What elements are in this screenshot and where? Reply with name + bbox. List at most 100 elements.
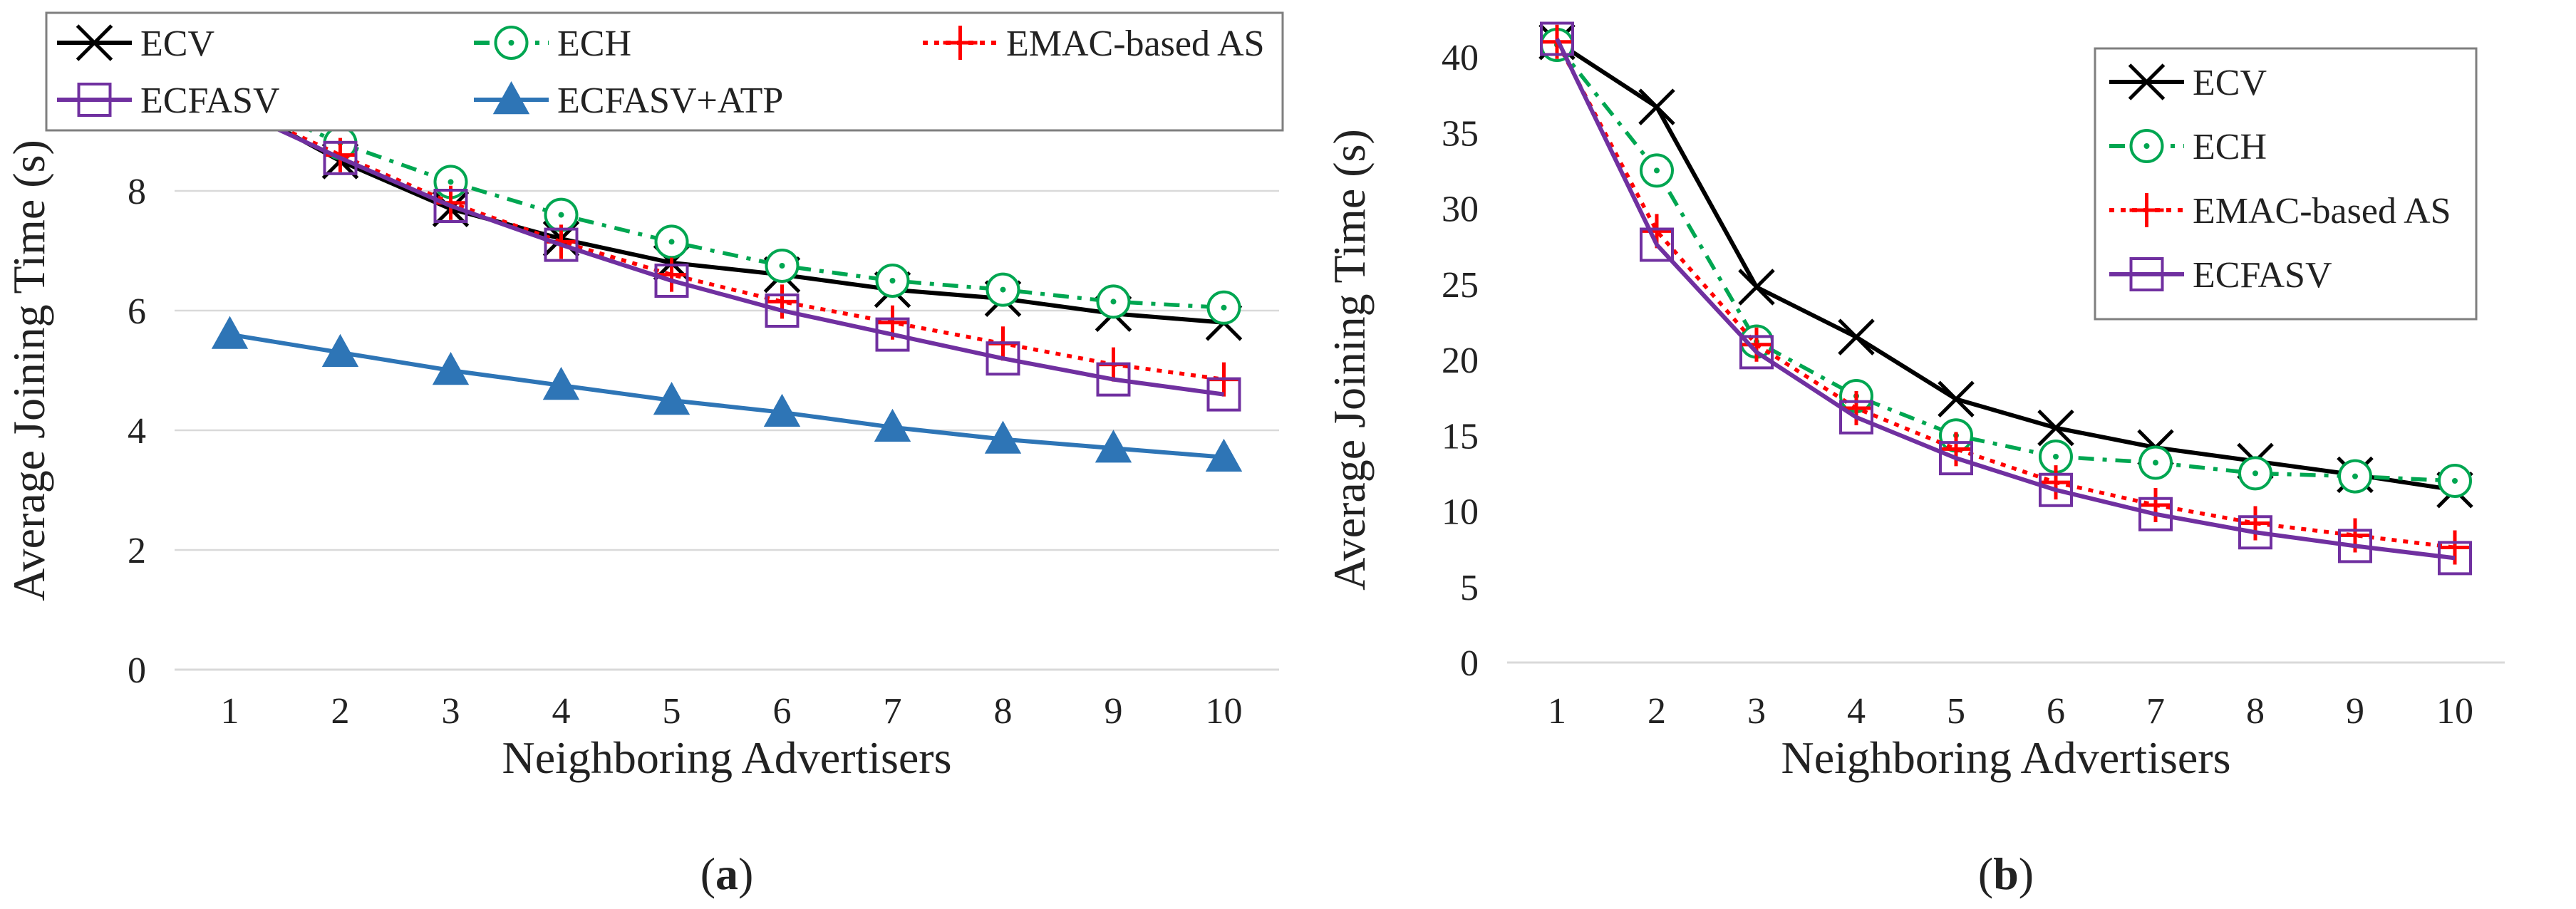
data-point <box>874 408 911 442</box>
legend-label: ECV <box>2193 63 2267 103</box>
x-tick-label: 7 <box>884 691 902 732</box>
legend-marker <box>2129 257 2164 291</box>
data-point-dot <box>2153 459 2158 466</box>
chart-panel-a: 024681012345678910Neighboring Advertiser… <box>4 11 1284 899</box>
data-point-dot <box>889 278 896 284</box>
panel-label-close: ) <box>2019 848 2034 899</box>
data-point <box>986 341 1020 376</box>
data-point <box>654 257 689 292</box>
data-point <box>1638 88 1675 125</box>
data-point <box>2238 506 2272 541</box>
legend-item: ECH <box>474 24 631 64</box>
data-point <box>1095 430 1132 463</box>
data-point <box>984 420 1022 454</box>
series-line <box>1555 38 2456 561</box>
y-tick-label: 15 <box>1442 416 1479 457</box>
data-point <box>765 294 800 328</box>
data-point <box>1096 362 1131 397</box>
legend-item: ECV <box>2109 63 2267 103</box>
x-tick-label: 8 <box>2246 691 2265 732</box>
series-emac-based-as <box>212 87 1241 397</box>
x-tick-label: 1 <box>1548 691 1566 732</box>
legend-marker <box>492 80 530 115</box>
x-tick-label: 5 <box>663 691 681 732</box>
x-tick-label: 3 <box>1747 691 1766 732</box>
data-point <box>2238 515 2272 550</box>
legend-marker <box>76 24 113 61</box>
y-tick-label: 4 <box>128 411 146 452</box>
data-point <box>323 140 358 175</box>
data-point <box>2138 488 2173 522</box>
y-tick-label: 0 <box>1460 643 1479 684</box>
data-point <box>1939 432 1973 467</box>
x-tick-label: 10 <box>1206 691 1243 732</box>
panel-label-open: ( <box>1978 848 1993 899</box>
legend-marker <box>2129 193 2164 227</box>
data-point <box>1640 227 1674 262</box>
data-point <box>432 351 470 385</box>
data-point <box>653 381 690 415</box>
legend: ECV ECH EMAC-based AS ECFASV ECFASV+ATP <box>45 11 1284 132</box>
data-point <box>1205 438 1243 472</box>
data-point <box>763 393 801 427</box>
legend-item: ECV <box>57 24 214 64</box>
data-point-dot <box>2352 473 2358 479</box>
y-axis-title: Average Joining Time (s) <box>1324 129 1375 591</box>
data-point <box>1206 377 1241 412</box>
data-point-dot <box>2053 454 2059 459</box>
legend-label: ECH <box>2193 127 2267 167</box>
legend: ECV ECH EMAC-based AS ECFASV <box>2094 47 2478 321</box>
series-line <box>229 105 1224 397</box>
legend-item: ECFASV <box>57 80 280 121</box>
x-tick-label: 6 <box>2047 691 2065 732</box>
legend-label: ECV <box>140 24 214 64</box>
series-line <box>1556 40 2456 492</box>
series-line <box>229 102 1224 382</box>
data-point <box>2039 472 2073 507</box>
series-line <box>229 93 1224 310</box>
data-point-dot <box>1110 298 1117 305</box>
panel-label-close: ) <box>738 848 753 899</box>
chart-panel-b: 0 5 10 15 20 25 30 35 40 1 2 3 4 5 6 7 8 9 10 Neighboring A… <box>1324 21 2505 899</box>
data-point <box>1739 327 1774 362</box>
series-ecfasv-atp <box>211 316 1243 472</box>
data-point <box>2438 530 2472 565</box>
series-line <box>1555 41 2456 550</box>
panel-label: (b) <box>1978 848 2034 899</box>
legend-label: ECFASV+ATP <box>557 80 783 121</box>
x-tick-label: 3 <box>442 691 460 732</box>
x-axis-title: Neighboring Advertisers <box>1781 732 2231 783</box>
x-tick-label: 8 <box>994 691 1013 732</box>
legend-marker-dot <box>508 40 514 46</box>
y-tick-label: 5 <box>1460 568 1479 608</box>
data-point <box>2138 497 2173 531</box>
data-point <box>2338 459 2372 494</box>
data-point <box>986 272 1020 307</box>
series-emac-based-as <box>1540 24 2472 565</box>
x-tick-label: 7 <box>2146 691 2165 732</box>
legend-marker <box>943 26 978 60</box>
y-tick-label: 35 <box>1442 113 1479 154</box>
legend-label: EMAC-based AS <box>1006 24 1265 64</box>
data-point-dot <box>448 179 454 185</box>
data-point-dot <box>1000 286 1006 293</box>
legend-marker <box>494 26 529 60</box>
data-point <box>2238 456 2272 491</box>
data-point <box>2037 409 2074 447</box>
data-point <box>1206 290 1241 325</box>
legend-marker-dot <box>2143 143 2150 149</box>
data-point <box>2039 465 2073 500</box>
data-point <box>1640 153 1674 188</box>
x-tick-label: 9 <box>2346 691 2364 732</box>
data-point <box>321 333 359 367</box>
panel-label-letter: a <box>715 848 738 899</box>
data-point <box>544 227 579 262</box>
x-tick-label: 4 <box>552 691 571 732</box>
data-point <box>542 366 580 400</box>
legend-label: EMAC-based AS <box>2193 191 2451 232</box>
legend-item: ECFASV <box>2109 255 2332 296</box>
data-point-dot <box>2452 478 2458 484</box>
data-point-dot <box>779 263 785 269</box>
y-tick-label: 6 <box>128 291 146 332</box>
